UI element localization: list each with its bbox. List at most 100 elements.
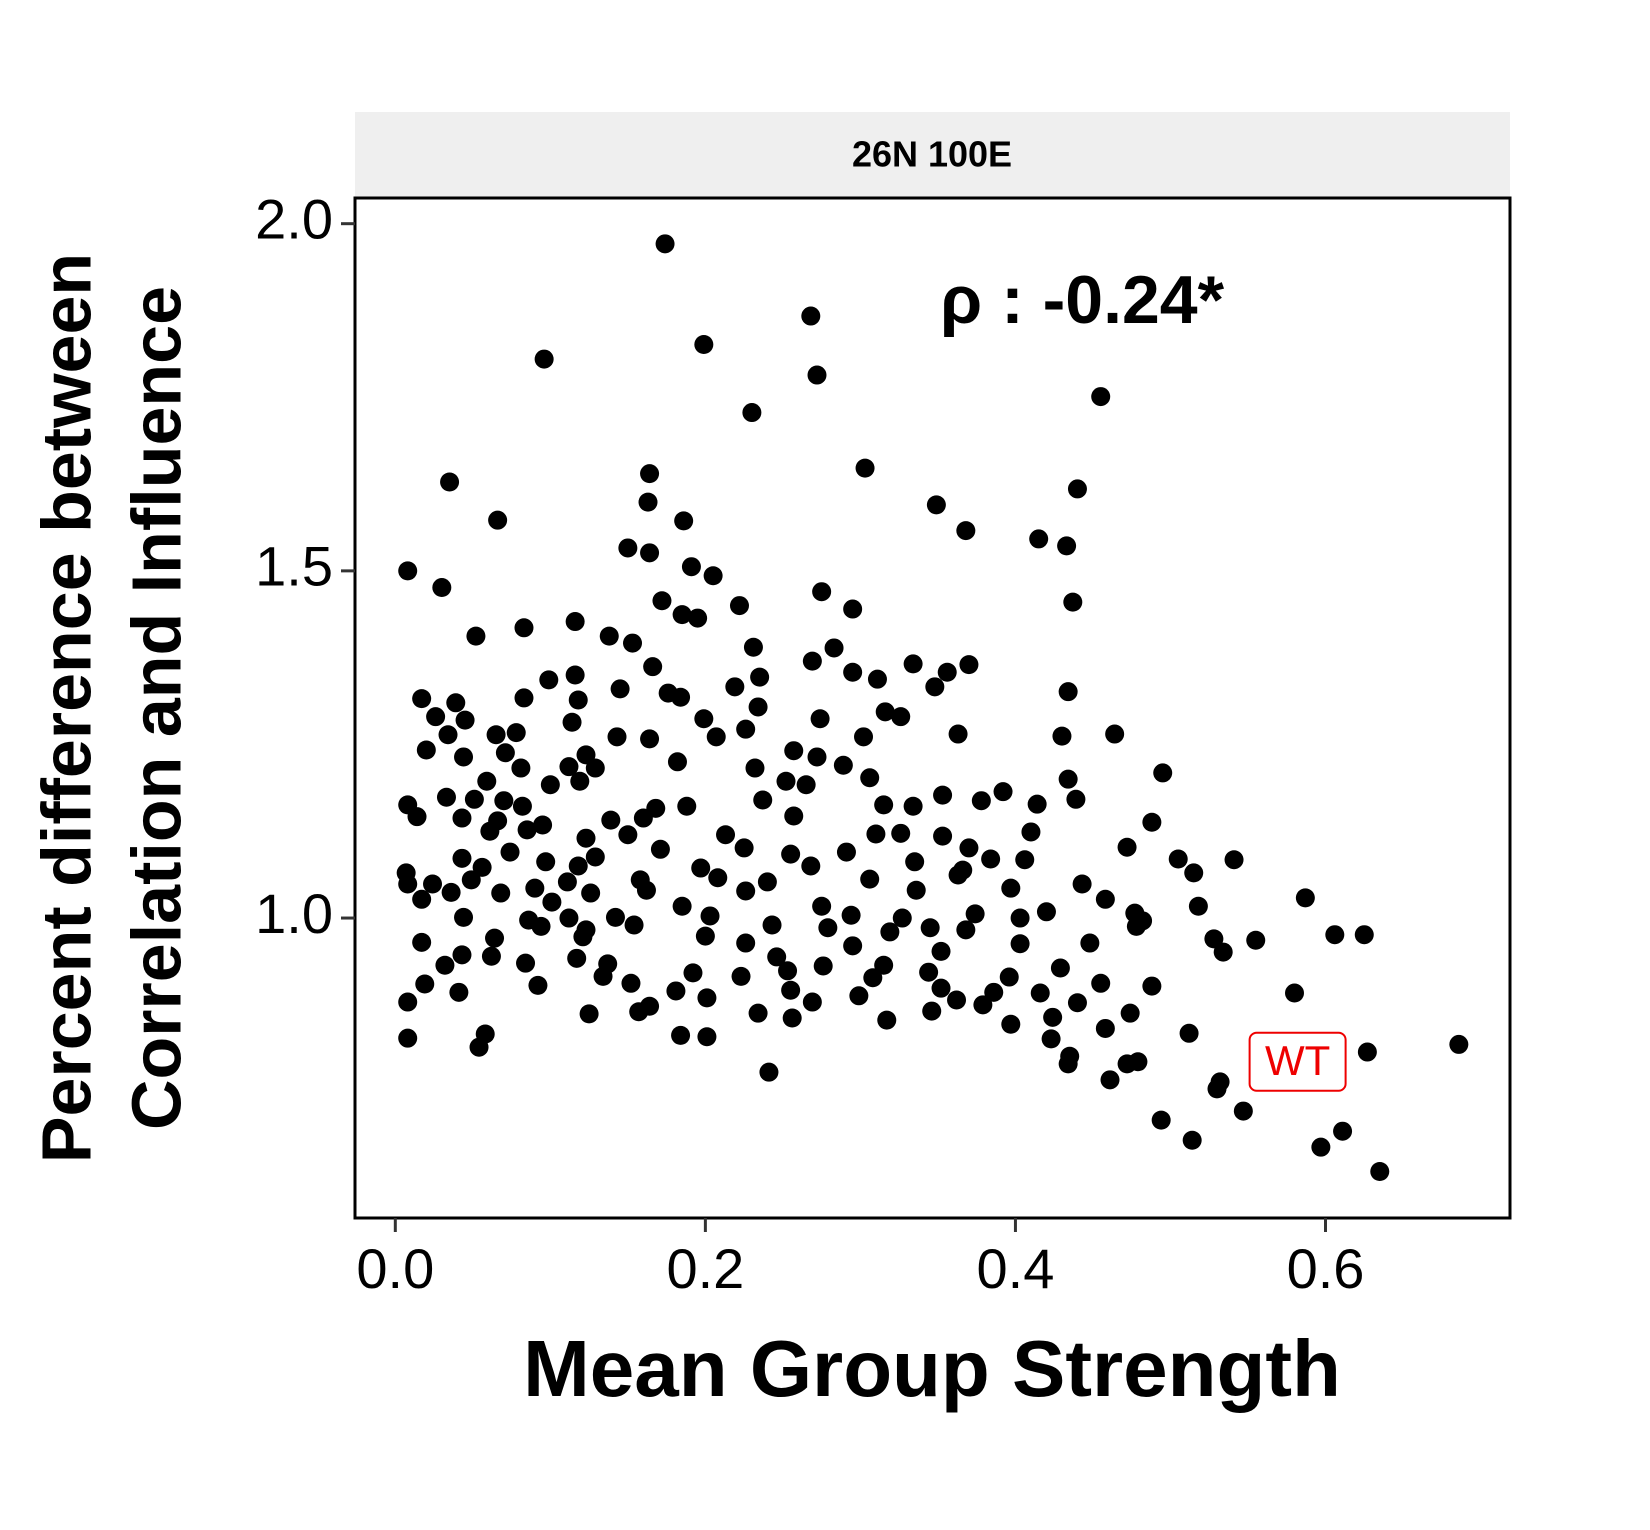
point	[891, 707, 911, 727]
point	[948, 865, 968, 885]
point	[412, 932, 432, 952]
point	[1021, 822, 1041, 842]
point	[1233, 1101, 1253, 1121]
point	[933, 785, 953, 805]
point	[485, 928, 505, 948]
point	[1015, 850, 1035, 870]
point	[836, 842, 856, 862]
point	[1120, 1003, 1140, 1023]
point	[534, 349, 554, 369]
point	[725, 677, 745, 697]
point	[810, 709, 830, 729]
point	[956, 920, 976, 940]
point	[624, 915, 644, 935]
point	[618, 538, 638, 558]
point	[812, 582, 832, 602]
annotation: WT	[1265, 1037, 1330, 1084]
point	[562, 712, 582, 732]
point	[833, 755, 853, 775]
point	[1151, 1110, 1171, 1130]
point	[926, 495, 946, 515]
point	[931, 941, 951, 961]
facet-label: 26N 100E	[852, 134, 1012, 175]
point	[398, 1028, 418, 1048]
point	[1246, 930, 1266, 950]
point	[919, 962, 939, 982]
point	[1091, 387, 1111, 407]
point	[585, 847, 605, 867]
point	[736, 933, 756, 953]
point	[568, 690, 588, 710]
point	[652, 591, 672, 611]
point	[1001, 1014, 1021, 1034]
point	[697, 1027, 717, 1047]
point	[959, 655, 979, 675]
panel-border	[353, 196, 1512, 1220]
point	[694, 335, 714, 355]
point	[599, 626, 619, 646]
point	[565, 612, 585, 632]
point	[1357, 1042, 1377, 1062]
point	[1052, 726, 1072, 746]
point	[874, 955, 894, 975]
point	[1449, 1034, 1469, 1054]
point	[1179, 1023, 1199, 1043]
point	[1080, 933, 1100, 953]
point	[1067, 993, 1087, 1013]
point	[516, 953, 536, 973]
point	[559, 908, 579, 928]
point	[454, 907, 474, 927]
point	[593, 966, 613, 986]
point	[1050, 958, 1070, 978]
point	[1117, 837, 1137, 857]
point	[1057, 536, 1077, 556]
point	[585, 758, 605, 778]
point	[514, 688, 534, 708]
point	[1001, 878, 1021, 898]
point	[925, 677, 945, 697]
point	[824, 638, 844, 658]
point	[1333, 1121, 1353, 1141]
point	[1184, 863, 1204, 883]
point	[748, 697, 768, 717]
point	[731, 966, 751, 986]
point	[1058, 769, 1078, 789]
point	[750, 667, 770, 687]
point	[581, 883, 601, 903]
point	[778, 961, 798, 981]
point	[618, 825, 638, 845]
point	[891, 823, 911, 843]
point	[667, 752, 687, 772]
point	[782, 1008, 802, 1028]
point	[843, 599, 863, 619]
point	[1325, 925, 1345, 945]
point	[398, 992, 418, 1012]
point	[984, 982, 1004, 1002]
point	[697, 988, 717, 1008]
point	[436, 787, 456, 807]
point	[638, 492, 658, 512]
point	[607, 727, 627, 747]
point	[813, 956, 833, 976]
point	[903, 796, 923, 816]
point	[933, 826, 953, 846]
point	[605, 907, 625, 927]
point	[971, 791, 991, 811]
point	[801, 306, 821, 326]
x-axis-label: Mean Group Strength	[523, 1324, 1341, 1413]
point	[1213, 942, 1233, 962]
point	[1066, 789, 1086, 809]
y-axis-label-line: Percent difference between	[27, 253, 105, 1163]
point	[736, 881, 756, 901]
point	[683, 963, 703, 983]
point	[640, 729, 660, 749]
point	[486, 725, 506, 745]
point	[398, 874, 418, 894]
point	[629, 1002, 649, 1022]
annotation-box	[1248, 1031, 1347, 1092]
point	[1029, 529, 1049, 549]
point	[743, 637, 763, 657]
point	[1095, 889, 1115, 909]
point	[1027, 794, 1047, 814]
point	[993, 782, 1013, 802]
